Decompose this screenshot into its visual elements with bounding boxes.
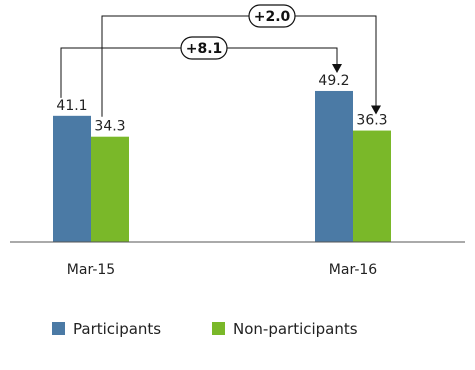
annotation-text: +8.1 bbox=[186, 41, 223, 57]
annotation-arrow-head bbox=[371, 105, 381, 115]
bars: 41.1 34.3 49.2 36.3 bbox=[53, 73, 391, 243]
data-label: 41.1 bbox=[56, 98, 87, 114]
annotation-arrow-line bbox=[101, 15, 377, 117]
data-label: 36.3 bbox=[356, 113, 387, 129]
category-label: Mar-16 bbox=[329, 262, 377, 278]
annotation-badge bbox=[180, 36, 228, 60]
legend-swatch bbox=[212, 322, 225, 335]
annotation-arrow-head bbox=[332, 63, 342, 73]
category-labels: Mar-15 Mar-16 bbox=[67, 262, 377, 278]
annotation-badges: +8.1 +2.0 bbox=[180, 4, 296, 60]
legend-label: Participants bbox=[73, 320, 161, 338]
category-label: Mar-15 bbox=[67, 262, 115, 278]
bar-participants-mar-15 bbox=[53, 115, 91, 242]
bar-non-participants-mar-15 bbox=[91, 136, 129, 242]
legend-swatch bbox=[52, 322, 65, 335]
bar-participants-mar-16 bbox=[315, 90, 353, 243]
bar-non-participants-mar-16 bbox=[353, 130, 391, 242]
annotation-badge bbox=[248, 4, 296, 28]
data-label: 34.3 bbox=[94, 119, 125, 135]
annotation-text: +2.0 bbox=[254, 9, 291, 25]
data-label: 49.2 bbox=[318, 73, 349, 89]
legend-label: Non-participants bbox=[233, 320, 358, 338]
legend: Participants Non-participants bbox=[52, 320, 358, 338]
